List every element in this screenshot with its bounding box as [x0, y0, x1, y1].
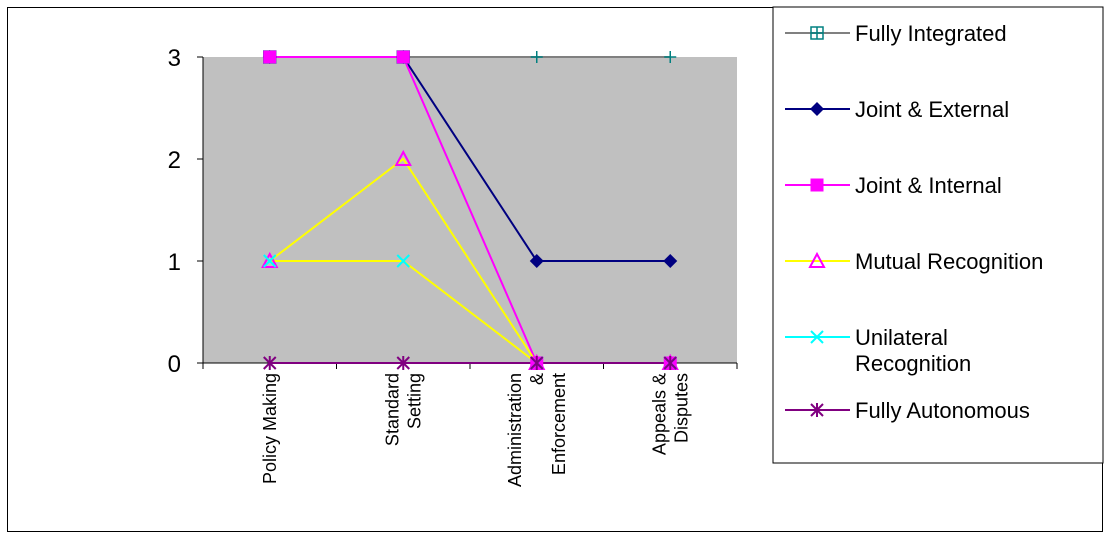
legend-marker	[810, 26, 824, 40]
series-lines	[269, 56, 671, 364]
data-point	[664, 51, 677, 63]
data-point	[663, 254, 678, 268]
legend-marker	[810, 102, 824, 116]
y-tick-label: 1	[168, 249, 181, 276]
legend-label: Fully Autonomous	[855, 398, 1030, 423]
x-category-label: Standard	[382, 373, 402, 446]
data-point	[263, 50, 277, 64]
legend-label: Recognition	[855, 351, 971, 376]
axes: 0 1 2 3 Policy Making Standard Setting Administ…	[168, 45, 738, 487]
legend-label: Joint & Internal	[855, 173, 1002, 198]
legend: Fully Integrated Joint & External Joint & …	[772, 6, 1104, 464]
legend-label: Unilateral	[855, 325, 948, 350]
y-tick-label: 0	[168, 351, 181, 378]
data-point	[261, 251, 279, 268]
data-point	[396, 254, 410, 268]
x-category-label: Setting	[404, 373, 424, 429]
legend-box	[772, 6, 1104, 464]
data-point	[663, 356, 677, 370]
legend-label: Joint & External	[855, 97, 1009, 122]
x-category-label: &	[527, 373, 547, 385]
data-point	[394, 149, 412, 166]
x-category-label: Administration	[505, 373, 525, 487]
data-point	[530, 356, 544, 370]
y-tick-label: 3	[168, 45, 181, 72]
data-point	[529, 254, 544, 268]
y-tick-label: 2	[168, 147, 181, 174]
legend-marker	[810, 403, 824, 417]
legend-marker	[810, 178, 824, 192]
data-point	[530, 51, 543, 63]
legend-label: Mutual Recognition	[855, 249, 1043, 274]
series-markers	[261, 50, 679, 370]
data-point	[396, 50, 410, 64]
x-category-label: Enforcement	[549, 373, 569, 475]
x-category-label: Policy Making	[260, 373, 280, 484]
legend-marker	[810, 330, 824, 344]
legend-marker	[808, 251, 826, 268]
data-point	[263, 356, 277, 370]
data-point	[263, 254, 277, 268]
legend-label: Fully Integrated	[855, 21, 1007, 46]
x-category-label: Appeals &	[649, 373, 669, 455]
x-category-label: Disputes	[671, 373, 691, 443]
data-point	[396, 356, 410, 370]
